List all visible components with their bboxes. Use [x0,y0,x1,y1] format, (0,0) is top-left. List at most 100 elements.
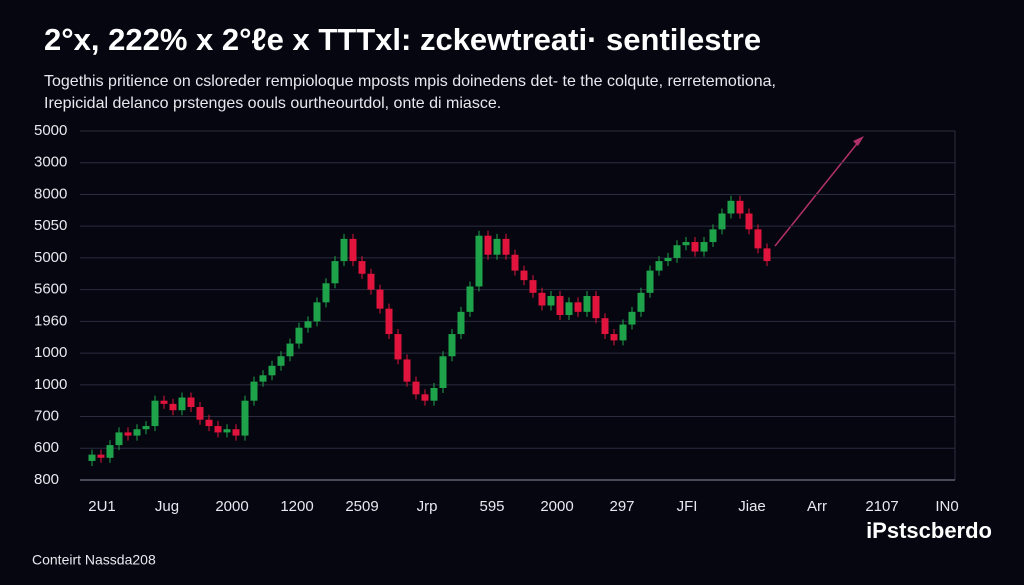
candle [349,238,357,262]
y-tick-label: 5600 [34,281,67,298]
candle [142,426,150,430]
candle [304,321,312,328]
x-tick-label: Arr [807,498,827,515]
y-tick-label: 5000 [34,249,67,266]
candle [664,257,672,262]
candle [394,334,402,360]
candle [286,343,294,357]
candle [97,454,105,458]
x-tick-label: 2107 [865,498,898,515]
candle [259,375,267,382]
candle [124,432,132,436]
candle [754,229,762,249]
candle [583,295,591,312]
x-tick-label: 595 [479,498,504,515]
candle [322,283,330,303]
candle [763,248,771,262]
footer: Conteirt Nassda208 [32,552,156,568]
candle [673,245,681,258]
x-tick-label: Jrp [417,498,438,515]
x-tick-label: 2000 [215,498,248,515]
candle [412,381,420,395]
candle [340,238,348,262]
x-tick-label: 1200 [280,498,313,515]
x-tick-label: 2509 [345,498,378,515]
y-tick-label: 8000 [34,185,67,202]
candle [367,273,375,290]
candle [268,365,276,376]
candle [484,235,492,255]
y-tick-label: 5050 [34,217,67,234]
candle [133,429,141,436]
candle [214,426,222,433]
candle [718,213,726,230]
candle [439,356,447,388]
candle [691,242,699,252]
candle [169,403,177,411]
x-tick-label: JFI [677,498,698,515]
brand: iPstscberdo [866,518,992,543]
candle [331,261,339,284]
arrow-head [853,136,864,146]
candle [376,289,384,309]
candle [565,302,573,316]
subtitle: Irepicidal delanco prstenges oouls ourth… [44,95,501,112]
candle [178,397,186,411]
candle [727,200,735,214]
candle [745,213,753,230]
candle [655,261,663,271]
candle [709,229,717,243]
candle [538,292,546,306]
candle [448,334,456,357]
candle [223,429,231,433]
y-tick-label: 1960 [34,312,67,329]
candle [151,400,159,427]
candle [295,327,303,344]
y-tick-label: 5000 [34,122,67,139]
x-tick-label: Jug [155,498,179,515]
chart-title: 2°x, 222% x 2°ℓe x TTTxl: zckewtreati· s… [44,22,761,57]
candle [466,286,474,312]
y-tick-label: 700 [34,408,59,425]
candle [187,397,195,408]
candle [736,200,744,214]
candle [106,445,114,458]
candle [403,359,411,382]
candle [457,311,465,335]
candle [610,334,618,341]
x-tick-label: 2U1 [88,498,116,515]
y-tick-label: 1000 [34,376,67,393]
candle [493,238,501,255]
candle [88,454,96,461]
candle [556,295,564,316]
candle [682,242,690,246]
x-tick-label: IN0 [935,498,958,515]
candle [637,292,645,312]
candle [574,302,582,312]
candle [205,419,213,427]
candle [160,400,168,404]
candle [277,356,285,366]
candle [196,407,204,420]
candle [421,394,429,401]
y-tick-label: 1000 [34,344,67,361]
candle [646,270,654,293]
candle [313,302,321,322]
subtitle: Togethis pritience on csloreder rempiolo… [44,73,776,90]
candle [115,432,123,446]
candle [385,308,393,335]
candle [547,295,555,306]
x-tick-label: 2000 [540,498,573,515]
candle [619,324,627,341]
candle [520,270,528,281]
y-tick-label: 800 [34,471,59,488]
trend-arrow [774,139,861,247]
candle [700,242,708,252]
candle [241,400,249,436]
y-tick-label: 600 [34,439,59,456]
candle [529,280,537,293]
candle [511,254,519,271]
candle [358,261,366,274]
candle [502,238,510,255]
